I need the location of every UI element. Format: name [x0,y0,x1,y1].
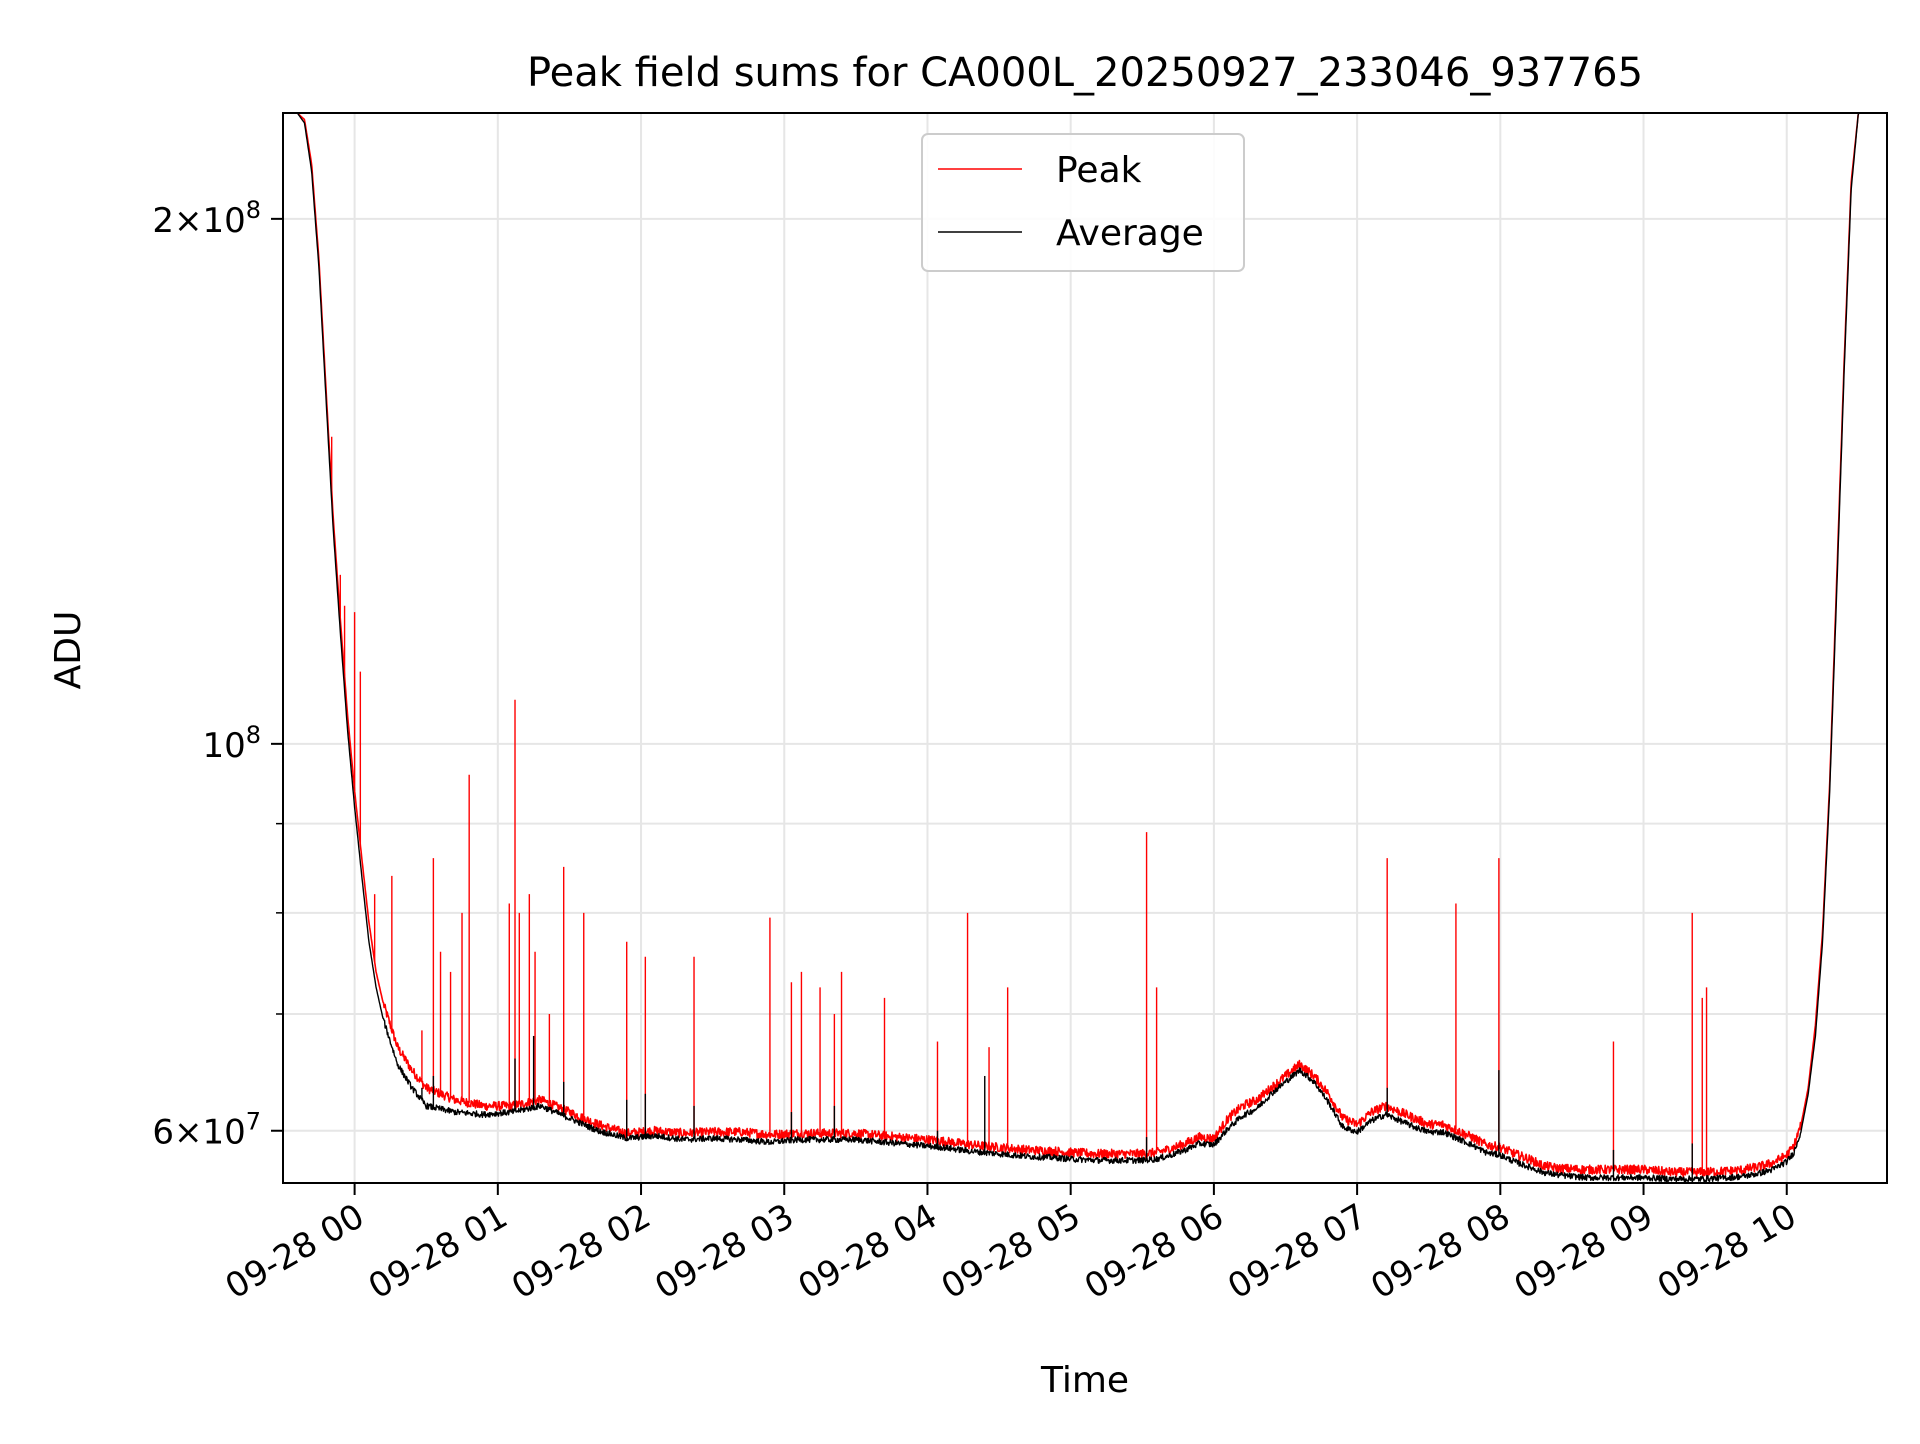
y-tick-base: 10 [202,1113,245,1153]
peak-series-line [283,113,1887,1178]
plot-frame [282,112,1888,1184]
y-tick-base: 10 [202,201,245,241]
y-tick-label: 108 [202,721,261,766]
legend-average-label: Average [1056,213,1204,254]
y-tick-times: × [174,1113,203,1153]
y-tick-exponent: 7 [246,1108,261,1136]
y-tick-mantissa: 6 [152,1113,174,1153]
average-series-line [283,113,1887,1183]
y-axis-label: ADU [48,611,89,690]
legend: Peak Average [921,133,1245,272]
y-tick-base: 10 [202,726,245,766]
chart-title: Peak field sums for CA000L_20250927_2330… [527,50,1643,96]
y-tick-exponent: 8 [246,196,261,224]
series-layer [283,113,1887,1183]
y-tick-label: 2×108 [152,196,261,241]
y-tick-exponent: 8 [246,721,261,749]
y-tick-mantissa: 2 [152,201,174,241]
y-tick-label: 6×107 [152,1108,261,1153]
x-axis-label: Time [1040,1360,1129,1401]
legend-peak-label: Peak [1056,150,1142,191]
grid-layer [283,113,1887,1183]
y-tick-times: × [174,201,203,241]
